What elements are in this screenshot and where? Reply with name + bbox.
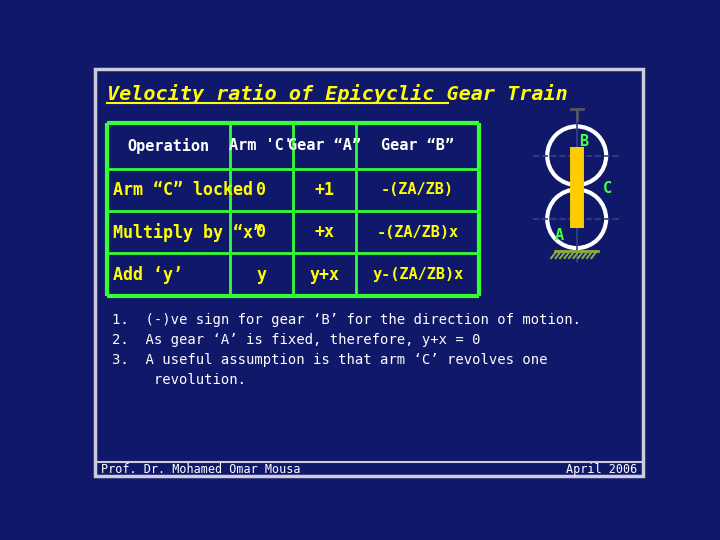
Text: -(ZA/ZB)x: -(ZA/ZB)x: [377, 225, 459, 240]
Text: 2.  As gear ‘A’ is fixed, therefore, y+x = 0: 2. As gear ‘A’ is fixed, therefore, y+x …: [112, 333, 480, 347]
Text: Multiply by “x”: Multiply by “x”: [113, 223, 264, 242]
Text: revolution.: revolution.: [112, 373, 246, 387]
Text: y: y: [256, 266, 266, 284]
Text: Velocity ratio of Epicyclic Gear Train: Velocity ratio of Epicyclic Gear Train: [107, 84, 568, 104]
Text: Add ‘y’: Add ‘y’: [113, 266, 184, 284]
Text: Arm “C” locked: Arm “C” locked: [113, 181, 253, 199]
Text: Gear “B”: Gear “B”: [381, 138, 454, 153]
Text: April 2006: April 2006: [566, 463, 637, 476]
Text: y+x: y+x: [310, 266, 340, 284]
Text: 3.  A useful assumption is that arm ‘C’ revolves one: 3. A useful assumption is that arm ‘C’ r…: [112, 353, 547, 367]
Text: -(ZA/ZB): -(ZA/ZB): [381, 183, 454, 198]
Text: C: C: [603, 181, 612, 196]
Text: +x: +x: [315, 223, 335, 241]
Text: B: B: [579, 134, 588, 149]
Text: Operation: Operation: [127, 138, 210, 154]
Text: 0: 0: [256, 181, 266, 199]
Text: 0: 0: [256, 223, 266, 241]
Text: Prof. Dr. Mohamed Omar Mousa: Prof. Dr. Mohamed Omar Mousa: [101, 463, 300, 476]
Text: 1.  (-)ve sign for gear ‘B’ for the direction of motion.: 1. (-)ve sign for gear ‘B’ for the direc…: [112, 313, 581, 327]
Text: Arm 'C': Arm 'C': [230, 138, 293, 153]
Text: y-(ZA/ZB)x: y-(ZA/ZB)x: [372, 267, 463, 282]
Text: A: A: [555, 228, 564, 243]
Text: Gear “A”: Gear “A”: [288, 138, 361, 153]
Text: +1: +1: [315, 181, 335, 199]
